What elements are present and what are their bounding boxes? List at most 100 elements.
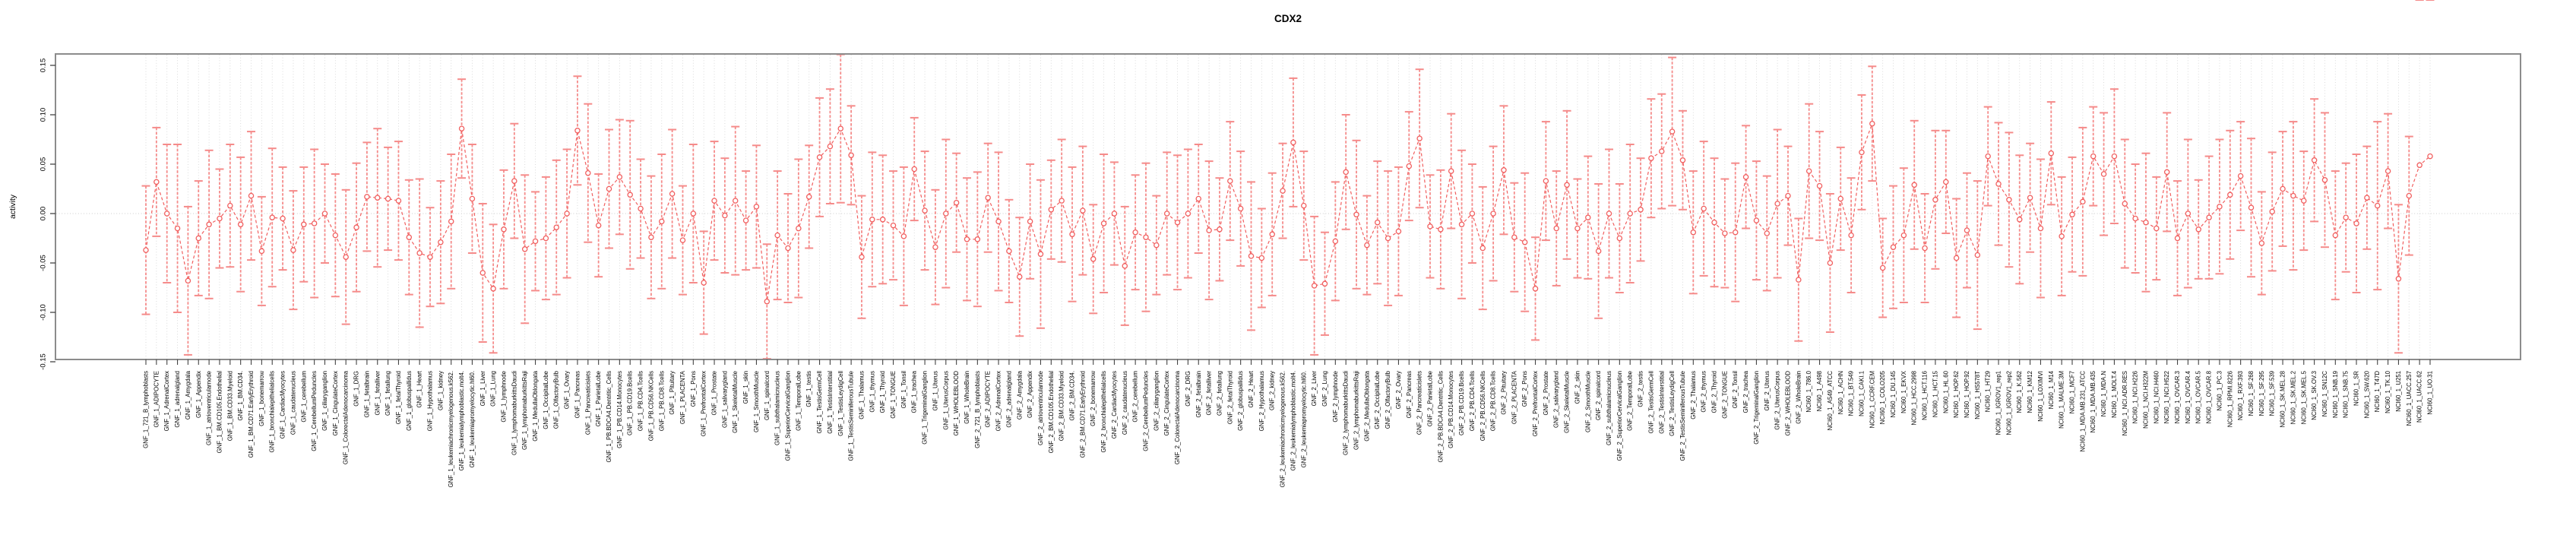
svg-text:NCI60_1_SK.MEL.28: NCI60_1_SK.MEL.28 (2280, 371, 2286, 428)
svg-text:NCI60_1_PC.3: NCI60_1_PC.3 (2216, 371, 2223, 410)
svg-text:GNF_1_lymphomaburkittsRaji: GNF_1_lymphomaburkittsRaji (521, 371, 528, 450)
svg-text:GNF_1_PB.CD14.Monocytes: GNF_1_PB.CD14.Monocytes (616, 371, 623, 448)
svg-text:GNF_1_TestisSeminiferousTubule: GNF_1_TestisSeminiferousTubule (848, 371, 855, 461)
svg-text:GNF_2_Pituitary: GNF_2_Pituitary (1500, 371, 1507, 415)
svg-text:-0.05: -0.05 (40, 255, 48, 271)
svg-text:GNF_2_SuperiorCervicalGanglion: GNF_2_SuperiorCervicalGanglion (1616, 371, 1623, 461)
svg-text:GNF_1_WHOLEBLOOD: GNF_1_WHOLEBLOOD (953, 371, 960, 436)
svg-text:GNF_1_CardiacMyocytes: GNF_1_CardiacMyocytes (280, 371, 286, 439)
svg-text:GNF_1_Pancreas: GNF_1_Pancreas (574, 371, 581, 419)
svg-text:GNF_1_TemporalLobe: GNF_1_TemporalLobe (795, 371, 802, 431)
svg-text:GNF_1_BM.CD71.EarlyErythroid: GNF_1_BM.CD71.EarlyErythroid (248, 371, 255, 458)
svg-text:GNF_2_trachea: GNF_2_trachea (1742, 370, 1749, 413)
svg-text:GNF_2_ciliaryganglion: GNF_2_ciliaryganglion (1153, 371, 1160, 431)
svg-text:NCI60_1_NCI.ADR.RES: NCI60_1_NCI.ADR.RES (2122, 371, 2128, 435)
svg-text:GNF_1_subthalamicnucleus: GNF_1_subthalamicnucleus (774, 371, 781, 445)
svg-text:GNF_1_fetalbrain: GNF_1_fetalbrain (363, 371, 370, 418)
svg-text:GNF_2_ColorectalAdenocarcinoma: GNF_2_ColorectalAdenocarcinoma (1174, 370, 1181, 464)
svg-text:GNF_2_OlfactoryBulb: GNF_2_OlfactoryBulb (1385, 370, 1391, 429)
data-points (143, 120, 2433, 305)
svg-text:GNF_1_thymus: GNF_1_thymus (869, 371, 875, 413)
svg-text:GNF_2_SkeletalMuscle: GNF_2_SkeletalMuscle (1564, 371, 1571, 433)
svg-text:NCI60_1_LOXIMVI: NCI60_1_LOXIMVI (2037, 371, 2044, 422)
svg-text:GNF_2_subthalamicnucleus: GNF_2_subthalamicnucleus (1606, 371, 1612, 445)
svg-text:NCI60_1_HOP.92: NCI60_1_HOP.92 (1964, 371, 1970, 418)
svg-text:NCI60_1_SR: NCI60_1_SR (2353, 371, 2360, 406)
svg-text:0.10: 0.10 (40, 108, 48, 122)
svg-text:NCI60_1_COLO205: NCI60_1_COLO205 (1879, 370, 1886, 424)
svg-text:GNF_1_ADIPOCYTE: GNF_1_ADIPOCYTE (153, 371, 160, 428)
svg-text:GNF_2_Tonsil: GNF_2_Tonsil (1732, 371, 1739, 409)
svg-text:GNF_2_thymus: GNF_2_thymus (1701, 371, 1707, 413)
svg-text:GNF_2_BM.CD33.Myeloid: GNF_2_BM.CD33.Myeloid (1059, 371, 1065, 441)
svg-text:NCI60_1_CCRF.CEM: NCI60_1_CCRF.CEM (1869, 371, 1875, 428)
svg-text:GNF_1_TONGUE: GNF_1_TONGUE (890, 371, 897, 419)
svg-text:GNF_1_Heart: GNF_1_Heart (416, 370, 423, 407)
svg-text:GNF_1_OlfactoryBulb: GNF_1_OlfactoryBulb (553, 370, 560, 429)
svg-text:GNF_2_TONGUE: GNF_2_TONGUE (1721, 371, 1728, 419)
svg-text:GNF_2_WHOLEBLOOD: GNF_2_WHOLEBLOOD (1784, 371, 1791, 436)
svg-text:GNF_1_ParietalLobe: GNF_1_ParietalLobe (595, 371, 602, 426)
svg-text:GNF_1_Uterus: GNF_1_Uterus (932, 371, 938, 411)
svg-text:GNF_2_Pons: GNF_2_Pons (1521, 371, 1528, 407)
svg-text:GNF_1_cerebellum: GNF_1_cerebellum (300, 371, 307, 423)
svg-text:GNF_1_leukemiapromyelocytic.hl: GNF_1_leukemiapromyelocytic.hl60. (469, 371, 476, 467)
svg-text:GNF_1_Appendix: GNF_1_Appendix (195, 371, 202, 418)
svg-text:GNF_2_TestisInterstitial: GNF_2_TestisInterstitial (1658, 371, 1665, 434)
svg-text:GNF_2_CerebellumPeduncles: GNF_2_CerebellumPeduncles (1142, 371, 1149, 451)
svg-text:NCI60_1_RXF.393: NCI60_1_RXF.393 (2237, 371, 2244, 420)
svg-text:GNF_2_PB.CD19.Bcells: GNF_2_PB.CD19.Bcells (1458, 371, 1465, 435)
svg-text:GNF_1_Amygdala: GNF_1_Amygdala (185, 370, 191, 420)
svg-text:NCI60_1_IGROV1_rep1: NCI60_1_IGROV1_rep1 (1995, 371, 2002, 435)
svg-text:GNF_1_globuspallidus: GNF_1_globuspallidus (406, 371, 413, 431)
svg-text:GNF_2_Hypothalamus: GNF_2_Hypothalamus (1258, 371, 1265, 431)
x-axis: GNF_1_721_B_lymphoblasts GNF_1_ADIPOCYTE G… (143, 359, 2433, 487)
svg-text:NCI60_1_SF.268: NCI60_1_SF.268 (2248, 371, 2255, 416)
svg-text:NCI60_1_SNB.75: NCI60_1_SNB.75 (2343, 370, 2350, 418)
svg-text:NCI60_1_SK.MEL.5: NCI60_1_SK.MEL.5 (2300, 370, 2307, 424)
svg-text:GNF_2_TestisLeydigCell: GNF_2_TestisLeydigCell (1669, 371, 1676, 436)
svg-text:GNF_2_fetalThyroid: GNF_2_fetalThyroid (1226, 371, 1233, 424)
svg-text:GNF_2_PB.CD14.Monocytes: GNF_2_PB.CD14.Monocytes (1448, 371, 1454, 448)
svg-text:NCI60_1_SK.OV.3: NCI60_1_SK.OV.3 (2311, 371, 2318, 420)
svg-text:GNF_1_Prostate: GNF_1_Prostate (711, 371, 718, 416)
svg-text:NCI60_1_SF.539: NCI60_1_SF.539 (2269, 371, 2276, 416)
y-axis: 0.15 0.10 0.05 0.00 -0.05 -0.10 -0.15 (40, 59, 55, 370)
svg-text:NCI60_1_U251: NCI60_1_U251 (2395, 371, 2402, 412)
svg-text:GNF_2_Prostate: GNF_2_Prostate (1543, 371, 1549, 416)
svg-text:GNF_1_PB.CD19.Bcells: GNF_1_PB.CD19.Bcells (627, 371, 634, 435)
svg-text:GNF_1_kidney: GNF_1_kidney (437, 371, 444, 410)
svg-text:NCI60_1_MALME.3M: NCI60_1_MALME.3M (2059, 371, 2065, 429)
svg-text:GNF_2_Uterus: GNF_2_Uterus (1764, 371, 1771, 411)
svg-text:GNF_1_PrefrontalCortex: GNF_1_PrefrontalCortex (701, 371, 707, 436)
svg-text:0.00: 0.00 (40, 207, 48, 221)
svg-text:NCI60_1_MDA.MB.231_ATCC: NCI60_1_MDA.MB.231_ATCC (2079, 371, 2086, 452)
svg-text:GNF_1_adrenalgland: GNF_1_adrenalgland (174, 371, 181, 428)
svg-text:NCI60_1_SW.620: NCI60_1_SW.620 (2363, 370, 2370, 418)
svg-text:NCI60_1_786.0: NCI60_1_786.0 (1805, 370, 1812, 412)
svg-text:GNF_1_TestisLeydigCell: GNF_1_TestisLeydigCell (837, 371, 844, 436)
svg-text:GNF_1_CingulateCortex: GNF_1_CingulateCortex (332, 371, 339, 435)
svg-text:NCI60_1_UACC.257: NCI60_1_UACC.257 (2406, 371, 2413, 426)
svg-text:GNF_1_Pancreaticislets: GNF_1_Pancreaticislets (584, 371, 591, 435)
svg-text:GNF_1_SkeletalMuscle: GNF_1_SkeletalMuscle (732, 371, 739, 433)
svg-text:NCI60_1_OVCAR.5: NCI60_1_OVCAR.5 (2195, 370, 2202, 423)
svg-text:GNF_1_caudatenucleus: GNF_1_caudatenucleus (290, 371, 296, 435)
svg-text:NCI60_1_NCI.H460: NCI60_1_NCI.H460 (2153, 370, 2160, 423)
svg-text:GNF_1_ColorectalAdenocarcinoma: GNF_1_ColorectalAdenocarcinoma (343, 370, 350, 464)
svg-text:GNF_1_skin: GNF_1_skin (742, 371, 749, 404)
svg-text:NCI60_1_MDA.N: NCI60_1_MDA.N (2100, 371, 2107, 416)
svg-text:NCI60_1_A498: NCI60_1_A498 (1816, 371, 1823, 411)
svg-text:GNF_1_salivarygland: GNF_1_salivarygland (721, 371, 728, 428)
svg-text:NCI60_1_OVCAR.4: NCI60_1_OVCAR.4 (2185, 370, 2191, 423)
svg-text:GNF_1_spinalcord: GNF_1_spinalcord (764, 371, 771, 420)
svg-text:GNF_2_kidney: GNF_2_kidney (1269, 371, 1276, 410)
svg-text:GNF_2_721_B_lymphoblasts: GNF_2_721_B_lymphoblasts (974, 371, 981, 448)
svg-text:NCI60_1_T47D: NCI60_1_T47D (2374, 371, 2381, 413)
svg-text:GNF_2_TemporalLobe: GNF_2_TemporalLobe (1627, 371, 1634, 431)
svg-text:GNF_2_Pancreas: GNF_2_Pancreas (1406, 371, 1413, 419)
svg-text:GNF_2_skin: GNF_2_skin (1574, 371, 1581, 404)
svg-text:GNF_2_ParietalLobe: GNF_2_ParietalLobe (1427, 371, 1434, 426)
svg-text:GNF_1_Tonsil: GNF_1_Tonsil (900, 371, 907, 409)
